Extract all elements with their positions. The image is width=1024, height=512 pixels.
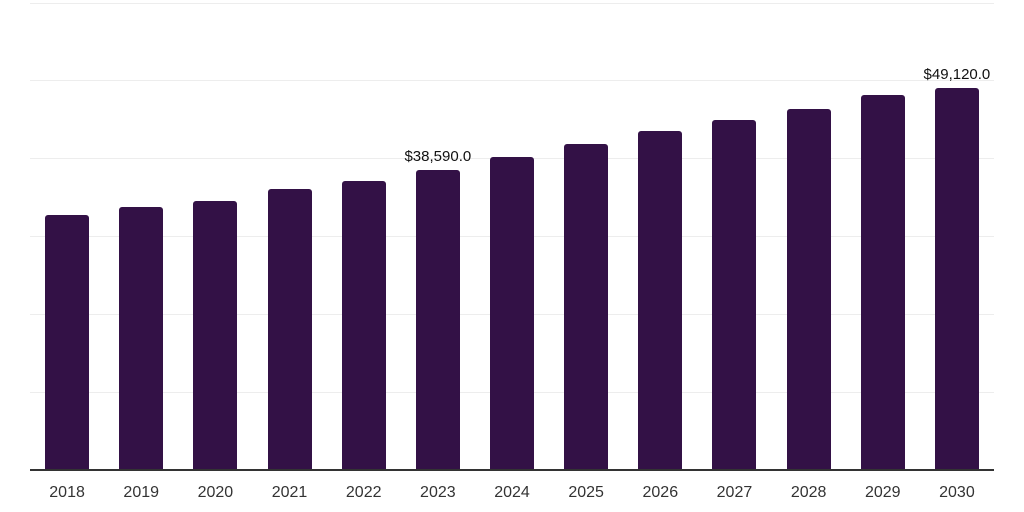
bar-2021 [267, 189, 312, 470]
bar-2023 [415, 169, 460, 470]
bar-2030 [934, 87, 979, 470]
bar-2019 [119, 206, 164, 470]
value-label-2030: $49,120.0 [923, 65, 991, 83]
x-tick-label-2024: 2024 [494, 484, 530, 501]
x-tick-label-2020: 2020 [197, 484, 234, 501]
x-tick-label-2028: 2028 [790, 484, 827, 501]
gridline [30, 80, 994, 82]
x-tick-label-2018: 2018 [49, 484, 85, 501]
x-tick-label-2025: 2025 [568, 484, 604, 501]
x-tick-label-2026: 2026 [642, 484, 679, 501]
x-tick-label-2019: 2019 [123, 484, 160, 501]
bar-2026 [638, 131, 683, 470]
x-tick-label-2030: 2030 [939, 484, 975, 501]
x-tick-label-2029: 2029 [864, 484, 901, 501]
x-tick-label-2022: 2022 [345, 484, 382, 501]
x-tick-label-2021: 2021 [271, 484, 308, 501]
x-tick-label-2023: 2023 [420, 484, 456, 501]
bar-2025 [564, 144, 609, 470]
bar-2018 [45, 215, 90, 470]
bar-2024 [490, 157, 534, 470]
bar-2022 [341, 181, 386, 470]
bar-2020 [193, 201, 238, 470]
x-tick-label-2027: 2027 [716, 484, 753, 501]
value-label-2023: $38,590.0 [404, 147, 472, 165]
gridline [30, 2, 994, 4]
x-axis-line [30, 469, 994, 471]
bar-2029 [860, 95, 905, 470]
bar-2027 [712, 120, 757, 470]
bar-2028 [786, 109, 831, 470]
